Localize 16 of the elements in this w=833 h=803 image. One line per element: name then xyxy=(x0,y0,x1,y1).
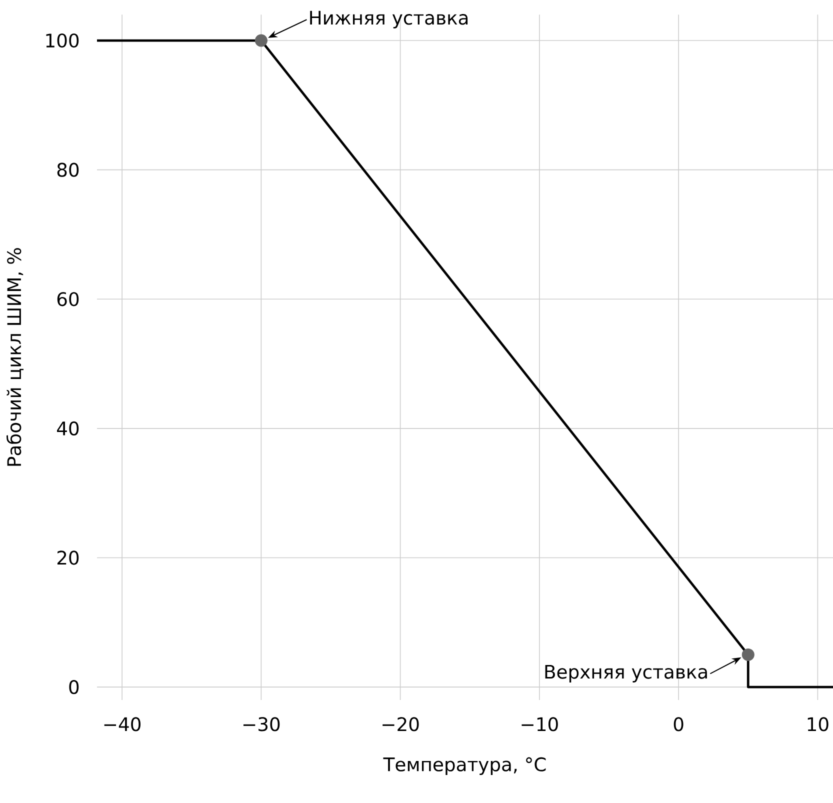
annotation: Верхняя уставка xyxy=(545,664,707,682)
x-tick-label: −10 xyxy=(522,717,558,732)
y-tick-label: 20 xyxy=(57,550,79,565)
y-tick-label: 40 xyxy=(57,421,79,436)
annotation: Нижняя уставка xyxy=(310,10,468,28)
y-tick-label: 0 xyxy=(69,680,79,694)
x-tick-label: 0 xyxy=(674,717,684,732)
x-tick-label: −30 xyxy=(243,717,280,732)
y-tick-label: 80 xyxy=(57,162,79,177)
y-tick-label: 100 xyxy=(46,33,79,48)
y-axis-title: Рабочий цикл ШИМ, % xyxy=(6,248,24,466)
y-tick-label: 60 xyxy=(57,292,79,306)
x-tick-label: 10 xyxy=(808,717,828,732)
x-axis-title: Температура, °C xyxy=(383,757,546,776)
x-tick-label: −20 xyxy=(382,717,419,732)
x-tick-label: −40 xyxy=(104,717,141,732)
